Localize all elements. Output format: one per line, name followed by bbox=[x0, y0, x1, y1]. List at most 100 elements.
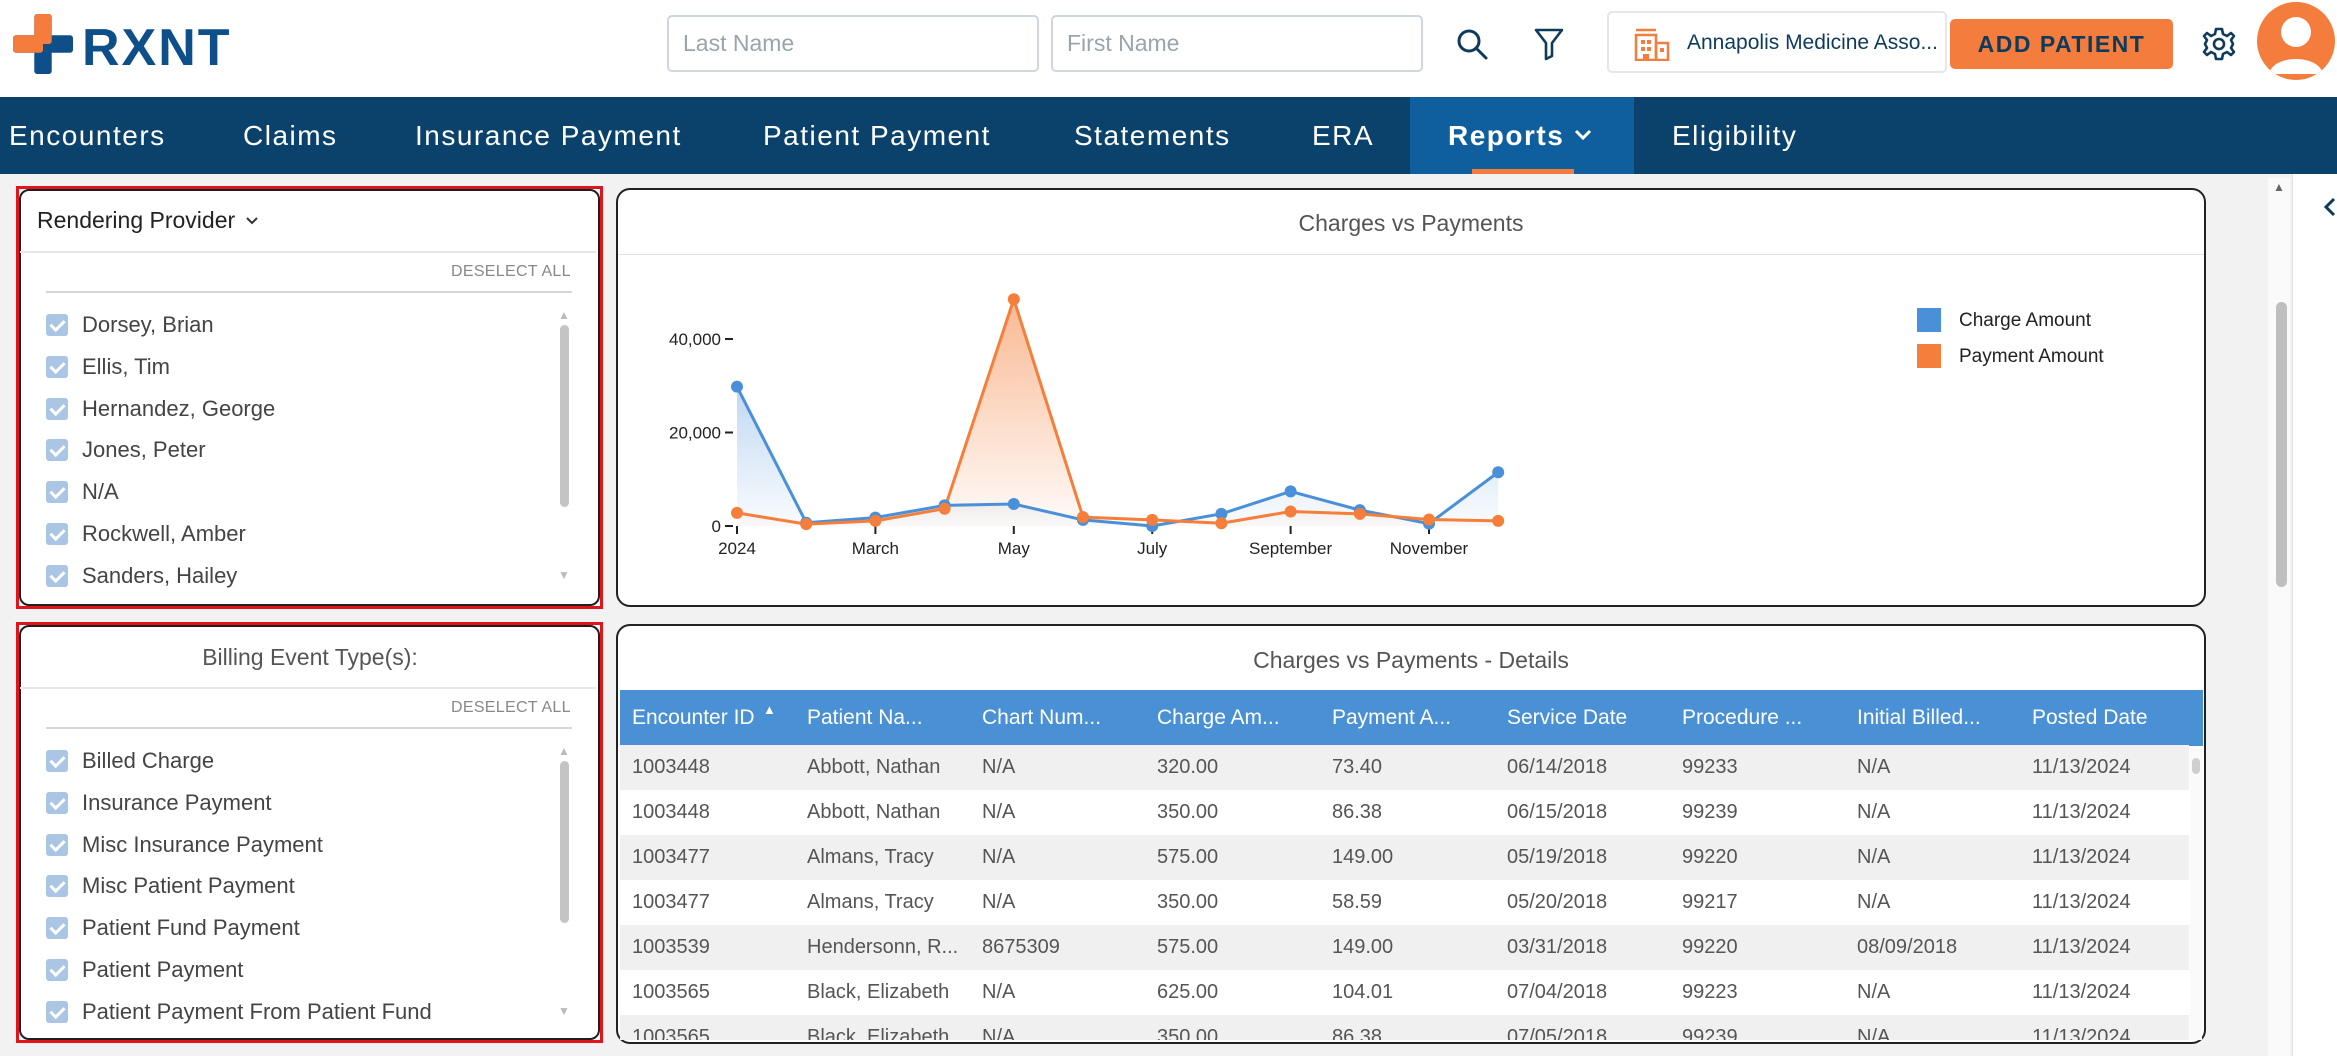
provider-option[interactable]: Rockwell, Amber bbox=[46, 517, 246, 551]
billing-event-option[interactable]: Patient Payment From Patient Fund bbox=[46, 995, 432, 1029]
data-point-payment[interactable] bbox=[869, 514, 882, 527]
data-point-charge[interactable] bbox=[1492, 466, 1505, 479]
data-point-payment[interactable] bbox=[1284, 505, 1297, 518]
checkbox-checked-icon[interactable] bbox=[46, 917, 68, 940]
nav-statements[interactable]: Statements bbox=[1074, 120, 1231, 151]
checkbox-checked-icon[interactable] bbox=[46, 1000, 68, 1023]
table-row[interactable]: 1003448 Abbott, Nathan N/A 350.00 86.38 06/15… bbox=[620, 790, 2189, 835]
settings-button[interactable] bbox=[2194, 19, 2244, 69]
provider-list-scrollbar[interactable] bbox=[560, 325, 569, 507]
billing-list-scrollbar[interactable] bbox=[560, 761, 569, 923]
data-point-payment[interactable] bbox=[1353, 507, 1366, 520]
billing-deselect-all[interactable]: DESELECT ALL bbox=[451, 699, 571, 716]
last-name-input[interactable] bbox=[667, 15, 1039, 72]
billing-event-option[interactable]: Patient Fund Payment bbox=[46, 911, 300, 945]
data-point-payment[interactable] bbox=[800, 518, 813, 531]
table-row[interactable]: 1003477 Almans, Tracy N/A 350.00 58.59 05/20/… bbox=[620, 880, 2189, 925]
table-cell: 11/13/2024 bbox=[2032, 936, 2131, 958]
data-point-payment[interactable] bbox=[1215, 517, 1228, 530]
nav-eligibility[interactable]: Eligibility bbox=[1672, 120, 1798, 151]
table-cell: 07/05/2018 bbox=[1507, 1026, 1608, 1040]
checkbox-checked-icon[interactable] bbox=[46, 791, 68, 814]
billing-event-option[interactable]: Billed Charge bbox=[46, 744, 214, 778]
table-scrollbar-track[interactable] bbox=[2190, 748, 2202, 1040]
checkbox-checked-icon[interactable] bbox=[46, 355, 68, 378]
table-cell: 08/09/2018 bbox=[1857, 936, 1958, 958]
data-point-charge[interactable] bbox=[1284, 485, 1297, 498]
checkbox-checked-icon[interactable] bbox=[46, 397, 68, 420]
billing-event-option[interactable]: Misc Patient Payment bbox=[46, 869, 295, 903]
scroll-up-icon[interactable]: ▲ bbox=[558, 308, 570, 322]
column-header[interactable]: Procedure ... bbox=[1682, 706, 1803, 729]
checkbox-checked-icon[interactable] bbox=[46, 750, 68, 772]
checkbox-checked-icon[interactable] bbox=[46, 314, 68, 336]
user-avatar[interactable] bbox=[2257, 2, 2335, 80]
page-scrollbar-thumb[interactable] bbox=[2276, 302, 2287, 587]
column-header[interactable]: Payment A... bbox=[1332, 706, 1452, 729]
data-point-payment[interactable] bbox=[1007, 293, 1020, 306]
data-point-payment[interactable] bbox=[1492, 514, 1505, 527]
checkbox-checked-icon[interactable] bbox=[46, 833, 68, 856]
checkbox-checked-icon[interactable] bbox=[46, 523, 68, 545]
table-row[interactable]: 1003565 Black, Elizabeth N/A 350.00 86.38 07/… bbox=[620, 1015, 2189, 1040]
data-point-payment[interactable] bbox=[1146, 513, 1159, 526]
data-point-payment[interactable] bbox=[1423, 513, 1435, 526]
checkbox-checked-icon[interactable] bbox=[46, 481, 68, 504]
nav-reports-label: Reports bbox=[1448, 120, 1565, 151]
checkbox-checked-icon[interactable] bbox=[46, 959, 68, 981]
column-header[interactable]: Chart Num... bbox=[982, 706, 1102, 729]
search-button[interactable] bbox=[1447, 19, 1497, 69]
scroll-up-icon[interactable]: ▲ bbox=[558, 744, 570, 758]
chevron-left-icon[interactable] bbox=[2323, 197, 2337, 217]
provider-option[interactable]: Jones, Peter bbox=[46, 433, 206, 467]
nav-insurance-payment[interactable]: Insurance Payment bbox=[415, 120, 682, 151]
nav-reports[interactable]: Reports bbox=[1410, 97, 1634, 174]
scroll-down-icon[interactable]: ▼ bbox=[558, 1004, 570, 1018]
sort-ascending-icon[interactable]: ▲ bbox=[763, 702, 776, 717]
data-point-charge[interactable] bbox=[1007, 498, 1020, 511]
table-row[interactable]: 1003539 Hendersonn, R... 8675309 575.00 149.… bbox=[620, 925, 2189, 970]
data-point-charge[interactable] bbox=[1215, 507, 1228, 520]
main-nav: Encounters Claims Insurance Payment Pati… bbox=[0, 97, 2337, 174]
nav-patient-payment[interactable]: Patient Payment bbox=[763, 120, 991, 151]
provider-option[interactable]: Dorsey, Brian bbox=[46, 308, 214, 342]
column-header[interactable]: Initial Billed... bbox=[1857, 706, 1981, 729]
provider-option[interactable]: Hernandez, George bbox=[46, 392, 275, 426]
data-point-payment[interactable] bbox=[938, 502, 951, 515]
first-name-input[interactable] bbox=[1051, 15, 1423, 72]
scroll-down-icon[interactable]: ▼ bbox=[558, 568, 570, 582]
billing-event-option[interactable]: Misc Insurance Payment bbox=[46, 828, 323, 862]
table-row[interactable]: 1003565 Black, Elizabeth N/A 625.00 104.01 07… bbox=[620, 970, 2189, 1015]
column-header[interactable]: Service Date bbox=[1507, 706, 1628, 729]
nav-era[interactable]: ERA bbox=[1312, 120, 1375, 151]
table-row[interactable]: 1003477 Almans, Tracy N/A 575.00 149.00 05/19… bbox=[620, 835, 2189, 880]
checkbox-checked-icon[interactable] bbox=[46, 564, 68, 587]
nav-encounters[interactable]: Encounters bbox=[9, 120, 166, 151]
provider-option[interactable]: N/A bbox=[46, 475, 119, 509]
series-line-payment bbox=[736, 294, 1499, 526]
provider-option[interactable]: Ellis, Tim bbox=[46, 350, 170, 384]
scroll-up-icon[interactable]: ▲ bbox=[2273, 180, 2285, 194]
practice-selector[interactable]: Annapolis Medicine Asso... bbox=[1607, 11, 1947, 73]
provider-option[interactable]: Sanders, Hailey bbox=[46, 559, 237, 593]
filter-button[interactable] bbox=[1524, 19, 1574, 69]
checkbox-checked-icon[interactable] bbox=[46, 875, 68, 898]
provider-dropdown[interactable]: Rendering Provider bbox=[37, 207, 259, 234]
provider-deselect-all[interactable]: DESELECT ALL bbox=[451, 263, 571, 280]
billing-event-option[interactable]: Patient Payment bbox=[46, 953, 243, 987]
table-scrollbar-thumb[interactable] bbox=[2192, 758, 2200, 774]
column-header[interactable]: Charge Am... bbox=[1157, 706, 1280, 729]
column-header[interactable]: Posted Date bbox=[2032, 706, 2148, 729]
billing-event-option[interactable]: Insurance Payment bbox=[46, 786, 272, 820]
column-header[interactable]: Encounter ID bbox=[632, 706, 755, 729]
add-patient-button[interactable]: ADD PATIENT bbox=[1950, 19, 2173, 69]
table-cell: N/A bbox=[1857, 1026, 1891, 1040]
brand-name[interactable]: RXNT bbox=[82, 19, 232, 77]
column-header[interactable]: Patient Na... bbox=[807, 706, 923, 729]
data-point-payment[interactable] bbox=[731, 506, 743, 519]
nav-claims[interactable]: Claims bbox=[243, 120, 338, 151]
data-point-charge[interactable] bbox=[731, 380, 743, 393]
data-point-payment[interactable] bbox=[1077, 511, 1089, 524]
table-row[interactable]: 1003448 Abbott, Nathan N/A 320.00 73.40 06/14… bbox=[620, 745, 2189, 790]
checkbox-checked-icon[interactable] bbox=[46, 439, 68, 462]
